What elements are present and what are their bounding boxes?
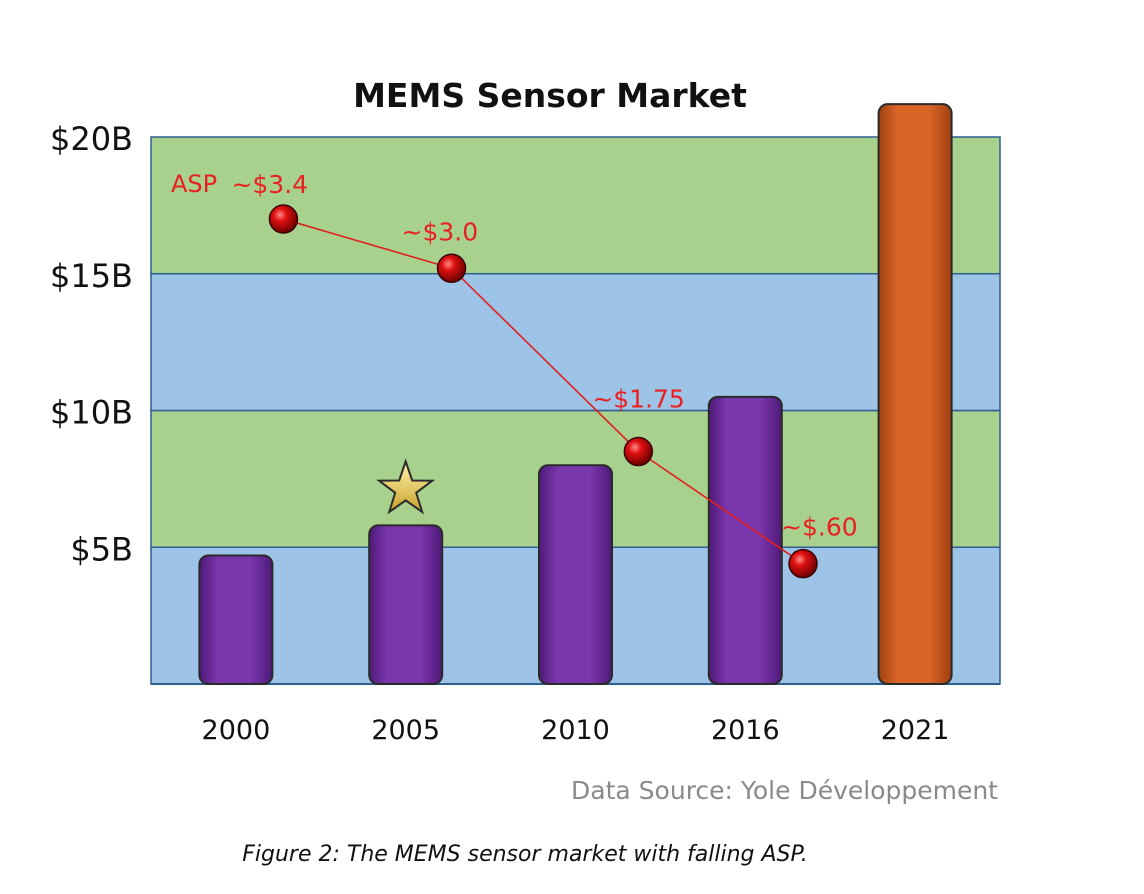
- bars: [198, 103, 953, 686]
- asp-line: [283, 218, 804, 565]
- background-bands: [150, 136, 1001, 685]
- x-tick-label: 2005: [371, 715, 440, 746]
- chart-title: MEMS Sensor Market: [353, 76, 747, 115]
- y-tick-label: $10B: [50, 394, 133, 432]
- asp-series: ~$3.4 ~$3.0 ~$1.75 ~$.60: [231, 170, 858, 579]
- asp-point: [623, 436, 654, 467]
- y-axis-ticks: $5B $10B $15B $20B: [50, 120, 133, 568]
- x-tick-label: 2000: [202, 715, 271, 746]
- asp-label: ASP: [171, 170, 217, 198]
- bar-2010: [538, 464, 613, 686]
- y-tick-label: $5B: [70, 530, 133, 568]
- asp-data-label: ~$1.75: [592, 385, 685, 414]
- asp-point: [268, 204, 299, 234]
- x-tick-label: 2021: [881, 715, 950, 746]
- asp-data-label: ~$3.0: [402, 217, 479, 246]
- asp-data-label: ~$.60: [781, 513, 858, 542]
- figure-caption: Figure 2: The MEMS sensor market with fa…: [242, 842, 808, 867]
- data-source: Data Source: Yole Développement: [571, 776, 998, 805]
- bar-2005: [368, 524, 444, 685]
- x-axis-ticks: 2000 2005 2010 2016 2021: [202, 715, 950, 746]
- star-icon: [376, 458, 436, 515]
- bar-2000: [198, 554, 274, 686]
- asp-point: [436, 253, 467, 284]
- y-tick-label: $15B: [50, 257, 133, 295]
- mems-market-chart: MEMS Sensor Market $5B$10B$15B$20B 2000 2…: [50, 76, 1001, 805]
- x-tick-label: 2010: [541, 715, 610, 746]
- asp-point: [788, 548, 818, 579]
- x-tick-label: 2016: [711, 715, 780, 746]
- bar-2021: [877, 103, 953, 686]
- star-marker: [376, 458, 436, 515]
- band-3: [150, 136, 1001, 275]
- y-tick-label: $20B: [50, 120, 133, 158]
- asp-data-label: ~$3.4: [231, 170, 308, 199]
- bar-2016: [707, 395, 783, 685]
